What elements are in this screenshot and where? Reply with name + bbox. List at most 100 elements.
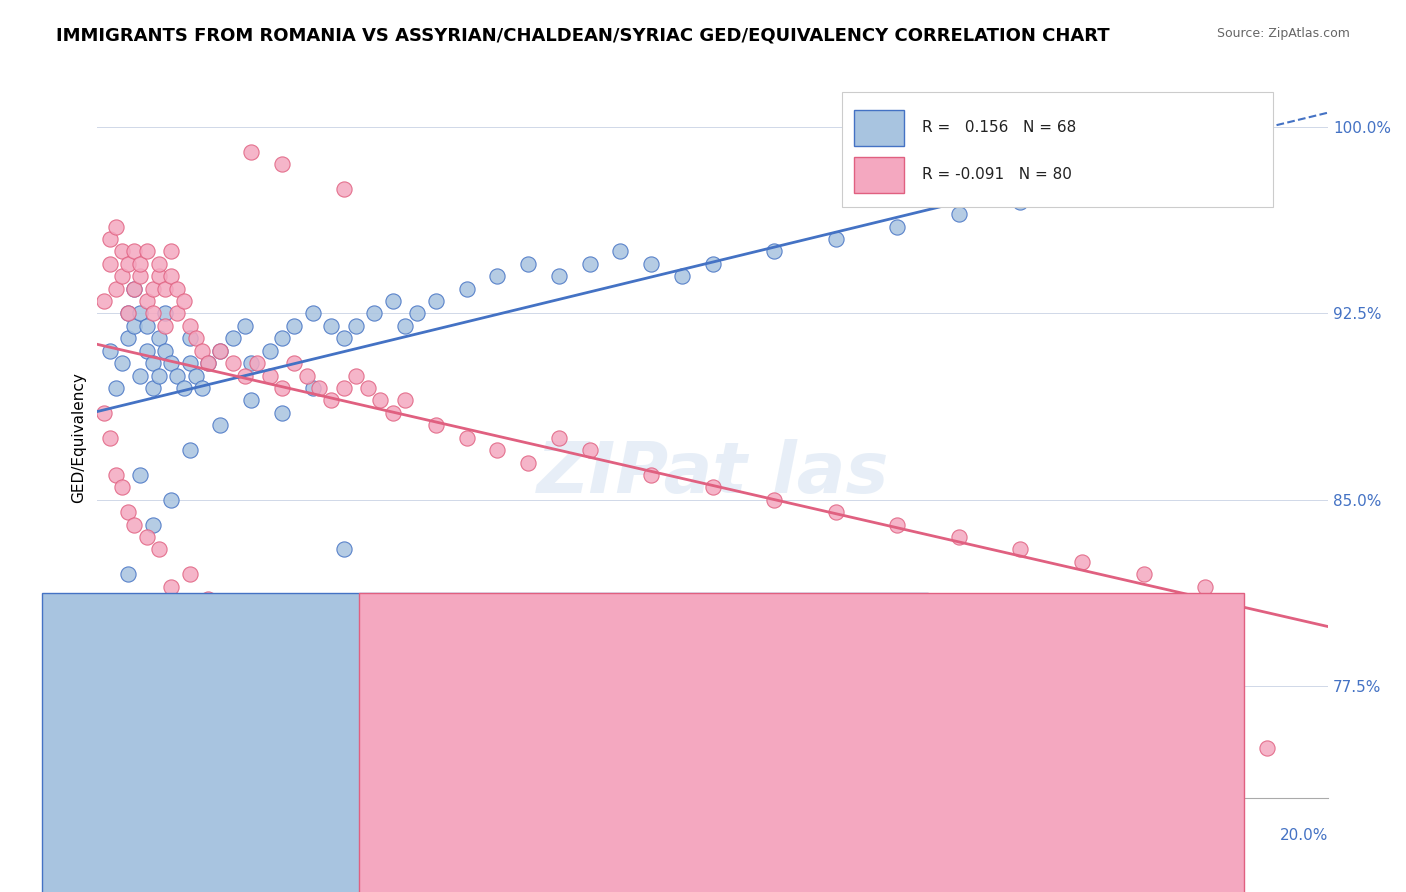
Point — [259, 343, 281, 358]
Point — [517, 257, 540, 271]
Point — [394, 641, 416, 656]
Text: Immigrants from Romania: Immigrants from Romania — [534, 863, 716, 877]
Point — [548, 431, 571, 445]
Point — [117, 567, 139, 582]
Point — [148, 257, 170, 271]
Point — [1010, 542, 1032, 557]
Point — [271, 331, 294, 345]
Point — [824, 232, 846, 246]
Text: ZIPat las: ZIPat las — [537, 439, 889, 508]
Point — [148, 331, 170, 345]
Point — [344, 318, 367, 333]
Point — [166, 282, 188, 296]
Point — [142, 356, 165, 370]
Point — [283, 318, 305, 333]
Point — [332, 542, 354, 557]
Point — [1194, 580, 1216, 594]
Point — [948, 207, 970, 221]
Point — [381, 293, 404, 308]
Point — [425, 418, 447, 433]
Point — [948, 530, 970, 544]
Point — [344, 368, 367, 383]
Point — [135, 293, 157, 308]
Point — [124, 244, 146, 259]
Point — [160, 580, 183, 594]
Point — [166, 306, 188, 320]
Point — [129, 269, 152, 284]
Point — [111, 480, 134, 494]
Point — [209, 597, 232, 611]
Point — [702, 257, 724, 271]
Point — [148, 368, 170, 383]
Point — [486, 443, 509, 458]
Point — [332, 381, 354, 395]
Point — [160, 244, 183, 259]
Point — [117, 505, 139, 519]
Point — [135, 343, 157, 358]
Point — [370, 393, 392, 408]
Point — [640, 467, 662, 482]
Point — [332, 182, 354, 196]
Point — [111, 269, 134, 284]
Point — [160, 269, 183, 284]
Point — [394, 318, 416, 333]
Point — [160, 356, 183, 370]
Point — [456, 431, 478, 445]
Point — [578, 443, 600, 458]
Bar — [842, 92, 1272, 207]
Point — [93, 293, 115, 308]
Point — [93, 406, 115, 420]
Point — [179, 443, 201, 458]
Text: Assyrians/Chaldeans/Syriacs: Assyrians/Chaldeans/Syriacs — [844, 863, 1042, 877]
Point — [763, 492, 786, 507]
Text: Source: ZipAtlas.com: Source: ZipAtlas.com — [1216, 27, 1350, 40]
Point — [763, 244, 786, 259]
Point — [135, 530, 157, 544]
Point — [153, 343, 176, 358]
Text: IMMIGRANTS FROM ROMANIA VS ASSYRIAN/CHALDEAN/SYRIAC GED/EQUIVALENCY CORRELATION : IMMIGRANTS FROM ROMANIA VS ASSYRIAN/CHAL… — [56, 27, 1109, 45]
Point — [1256, 741, 1278, 756]
Point — [271, 157, 294, 171]
Point — [142, 282, 165, 296]
Point — [363, 306, 385, 320]
Point — [117, 306, 139, 320]
Point — [104, 381, 127, 395]
Point — [271, 381, 294, 395]
Point — [111, 356, 134, 370]
Point — [886, 219, 908, 234]
Point — [197, 356, 219, 370]
Point — [233, 368, 256, 383]
Point — [184, 331, 207, 345]
Point — [179, 318, 201, 333]
Point — [381, 406, 404, 420]
Point — [117, 331, 139, 345]
Point — [129, 306, 152, 320]
Point — [148, 269, 170, 284]
Point — [197, 592, 219, 607]
Point — [129, 368, 152, 383]
Point — [124, 282, 146, 296]
Point — [98, 257, 121, 271]
Point — [209, 343, 232, 358]
Point — [886, 517, 908, 532]
Point — [142, 381, 165, 395]
Point — [104, 716, 127, 731]
Point — [486, 269, 509, 284]
Point — [98, 343, 121, 358]
Point — [548, 269, 571, 284]
Point — [117, 306, 139, 320]
Point — [179, 356, 201, 370]
Point — [135, 244, 157, 259]
Point — [308, 381, 330, 395]
Point — [104, 282, 127, 296]
Bar — [855, 157, 904, 193]
Point — [173, 381, 195, 395]
Point — [222, 331, 245, 345]
Point — [301, 381, 323, 395]
Point — [246, 356, 269, 370]
Text: 20.0%: 20.0% — [1279, 828, 1329, 843]
Point — [153, 306, 176, 320]
Point — [104, 219, 127, 234]
Point — [104, 467, 127, 482]
Y-axis label: GED/Equivalency: GED/Equivalency — [72, 372, 86, 503]
